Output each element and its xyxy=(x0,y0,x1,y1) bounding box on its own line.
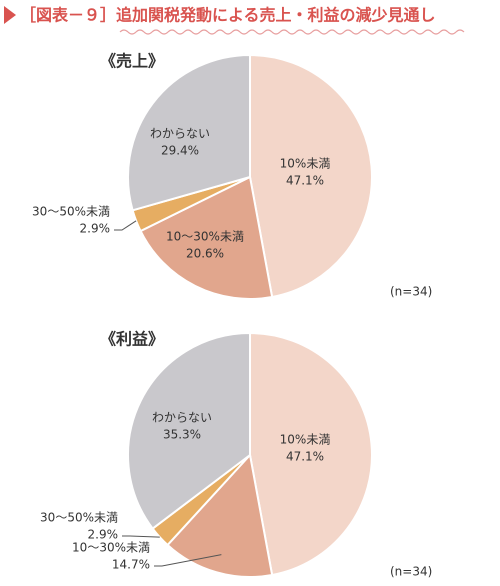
pie-slice xyxy=(249,331,373,577)
leader-line xyxy=(122,535,160,538)
slice-value: 47.1% xyxy=(286,174,324,188)
title-marker xyxy=(4,6,16,24)
slice-category: 30～50%未満 xyxy=(40,511,118,525)
leader-line xyxy=(154,554,222,567)
slice-category: 10～30%未満 xyxy=(72,541,150,555)
pie-slice xyxy=(127,53,251,212)
sample-note: (n=34) xyxy=(390,285,432,299)
slice-category: わからない xyxy=(152,411,212,425)
title-underline xyxy=(119,29,465,35)
slice-category: 30～50%未満 xyxy=(32,205,110,219)
pie-slice xyxy=(139,175,274,300)
chart-title: 《売上》 xyxy=(100,52,164,71)
slice-category: 10%未満 xyxy=(280,433,331,447)
slice-value: 47.1% xyxy=(286,450,324,464)
chart-title: 《利益》 xyxy=(100,330,164,349)
slice-category: わからない xyxy=(150,127,210,141)
slice-value: 20.6% xyxy=(186,247,224,261)
sample-note: (n=34) xyxy=(390,565,432,579)
pie-slice xyxy=(249,53,373,299)
page-title: ［図表－９］追加関税発動による売上・利益の減少見通し xyxy=(20,6,436,25)
slice-value: 29.4% xyxy=(161,144,199,158)
slice-value: 14.7% xyxy=(112,558,150,572)
leader-line xyxy=(114,220,137,231)
slice-category: 10～30%未満 xyxy=(166,230,244,244)
slice-value: 35.3% xyxy=(163,428,201,442)
pie-slice xyxy=(127,331,251,530)
pie-slice xyxy=(166,452,274,578)
slice-value: 2.9% xyxy=(80,222,111,236)
slice-category: 10%未満 xyxy=(280,157,331,171)
slice-value: 2.9% xyxy=(88,528,119,542)
